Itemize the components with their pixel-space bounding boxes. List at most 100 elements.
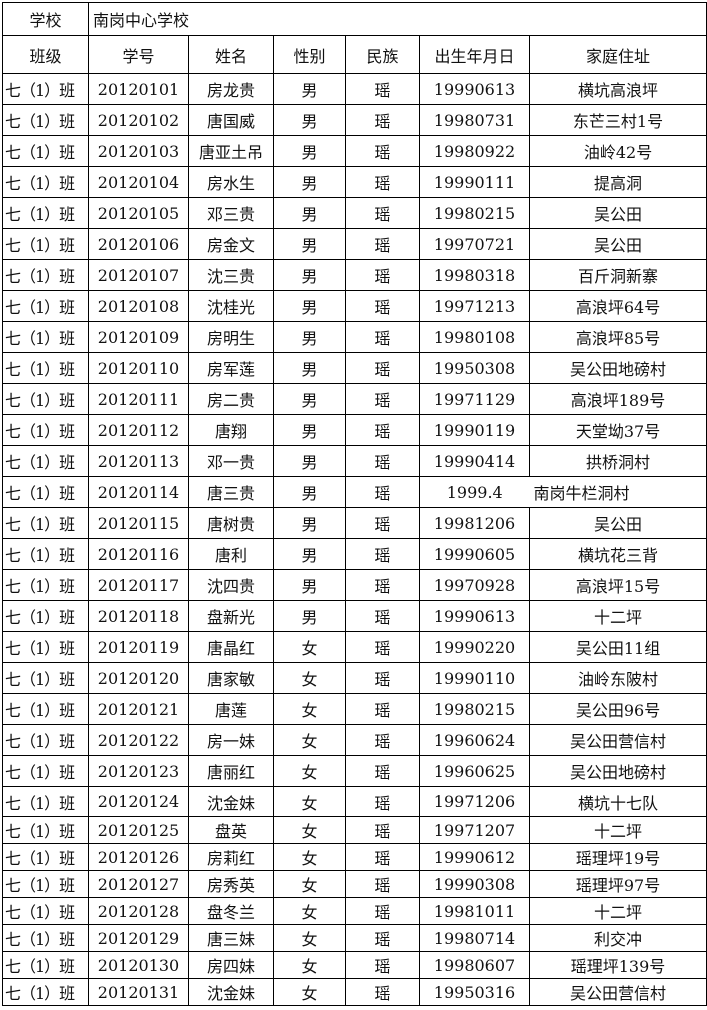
cell-address: 南岗牛栏洞村 [529,476,707,508]
cell-ethnicity: 瑶 [345,538,420,570]
cell-address: 十二坪 [528,816,707,844]
cell-name: 沈桂光 [188,290,274,322]
cell-birthdate: 19990605 [419,538,530,570]
cell-student-id: 20120101 [88,73,189,105]
cell-gender: 男 [273,259,346,291]
cell-gender: 女 [273,786,346,817]
cell-ethnicity: 瑶 [345,786,420,817]
table-row: 七（1）班 20120127 房秀英女瑶 19990308 瑶理坪97号 [2,870,707,898]
cell-class: 七（1）班 [2,662,89,694]
cell-address: 高浪坪64号 [528,290,707,322]
cell-address: 利交冲 [528,924,707,952]
cell-birthdate: 19990110 [419,662,530,694]
cell-address: 十二坪 [528,600,707,632]
header-name: 姓名 [188,35,274,74]
cell-class: 七（1）班 [2,724,89,756]
cell-name: 沈四贵 [188,569,274,601]
cell-birthdate: 19980215 [419,693,530,725]
cell-name: 房莉红 [188,843,274,871]
cell-gender: 女 [273,843,346,871]
cell-student-id: 20120118 [88,600,189,632]
cell-class: 七（1）班 [2,951,89,979]
cell-ethnicity: 瑶 [345,476,420,508]
header-student-id: 学号 [88,35,189,74]
table-row: 七（1）班 20120101 房龙贵男瑶 19990613 横坑高浪坪 [2,73,707,105]
cell-ethnicity: 瑶 [345,662,420,694]
cell-class: 七（1）班 [2,924,89,952]
cell-student-id: 20120125 [88,816,189,844]
cell-name: 房秀英 [188,870,274,898]
cell-ethnicity: 瑶 [345,259,420,291]
cell-class: 七（1）班 [2,104,89,136]
cell-address: 吴公田 [528,228,707,260]
cell-ethnicity: 瑶 [345,978,420,1006]
cell-name: 邓三贵 [188,197,274,229]
table-row: 七（1）班 20120117 沈四贵男瑶 19970928 高浪坪15号 [2,569,707,601]
table-row: 七（1）班 20120105 邓三贵男瑶 19980215 吴公田 [2,197,707,229]
cell-gender: 男 [273,228,346,260]
cell-class: 七（1）班 [2,228,89,260]
cell-student-id: 20120115 [88,507,189,539]
cell-gender: 男 [273,321,346,353]
cell-name: 房二贵 [188,383,274,415]
cell-address: 东芒三村1号 [528,104,707,136]
cell-name: 唐三贵 [188,476,274,508]
cell-class: 七（1）班 [2,135,89,167]
cell-gender: 男 [273,600,346,632]
cell-birthdate: 19960624 [419,724,530,756]
cell-class: 七（1）班 [2,569,89,601]
cell-student-id: 20120122 [88,724,189,756]
cell-ethnicity: 瑶 [345,166,420,198]
cell-student-id: 20120127 [88,870,189,898]
school-name: 南岗中心学校 [87,2,707,36]
table-row: 七（1）班 20120120 唐家敏女瑶 19990110 油岭东陂村 [2,662,707,694]
cell-class: 七（1）班 [2,259,89,291]
cell-address: 提高洞 [528,166,707,198]
cell-birthdate: 19970721 [419,228,530,260]
cell-address: 高浪坪15号 [528,569,707,601]
cell-ethnicity: 瑶 [345,569,420,601]
table-row: 七（1）班 20120128 盘冬兰女瑶 19981011 十二坪 [2,897,707,925]
cell-student-id: 20120113 [88,445,189,477]
cell-ethnicity: 瑶 [345,414,420,446]
cell-student-id: 20120105 [88,197,189,229]
table-row: 七（1）班 20120119 唐晶红女瑶 19990220 吴公田11组 [2,631,707,663]
cell-class: 七（1）班 [2,693,89,725]
cell-name: 房水生 [188,166,274,198]
cell-student-id: 20120119 [88,631,189,663]
cell-ethnicity: 瑶 [345,197,420,229]
cell-student-id: 20120124 [88,786,189,817]
table-row: 七（1）班 20120115 唐树贵男瑶 19981206 吴公田 [2,507,707,539]
cell-birthdate: 19971206 [419,786,530,817]
table-row: 七（1）班 20120124 沈金妹女瑶 19971206 横坑十七队 [2,786,707,817]
cell-student-id: 20120108 [88,290,189,322]
cell-gender: 女 [273,755,346,787]
cell-birthdate: 19980714 [419,924,530,952]
cell-student-id: 20120128 [88,897,189,925]
cell-class: 七（1）班 [2,290,89,322]
cell-student-id: 20120126 [88,843,189,871]
cell-gender: 男 [273,197,346,229]
cell-gender: 男 [273,383,346,415]
cell-address: 百斤洞新寨 [528,259,707,291]
cell-birthdate: 19980607 [419,951,530,979]
cell-birthdate: 19950308 [419,352,530,384]
cell-address: 拱桥洞村 [528,445,707,477]
cell-name: 唐树贵 [188,507,274,539]
cell-student-id: 20120102 [88,104,189,136]
cell-birthdate: 19990220 [419,631,530,663]
table-row: 七（1）班 20120104 房水生男瑶 19990111 提高洞 [2,166,707,198]
cell-ethnicity: 瑶 [345,321,420,353]
table-row: 七（1）班 20120131 沈金妹女瑶 19950316 吴公田营信村 [2,978,707,1006]
cell-address: 吴公田 [528,507,707,539]
cell-ethnicity: 瑶 [345,600,420,632]
table-row: 七（1）班 20120122 房一妹女瑶 19960624 吴公田营信村 [2,724,707,756]
table-row: 七（1）班 20120126 房莉红女瑶 19990612 瑶理坪19号 [2,843,707,871]
cell-ethnicity: 瑶 [345,445,420,477]
cell-gender: 女 [273,978,346,1006]
cell-address: 横坑高浪坪 [528,73,707,105]
cell-birthdate: 19980108 [419,321,530,353]
cell-student-id: 20120107 [88,259,189,291]
cell-class: 七（1）班 [2,816,89,844]
